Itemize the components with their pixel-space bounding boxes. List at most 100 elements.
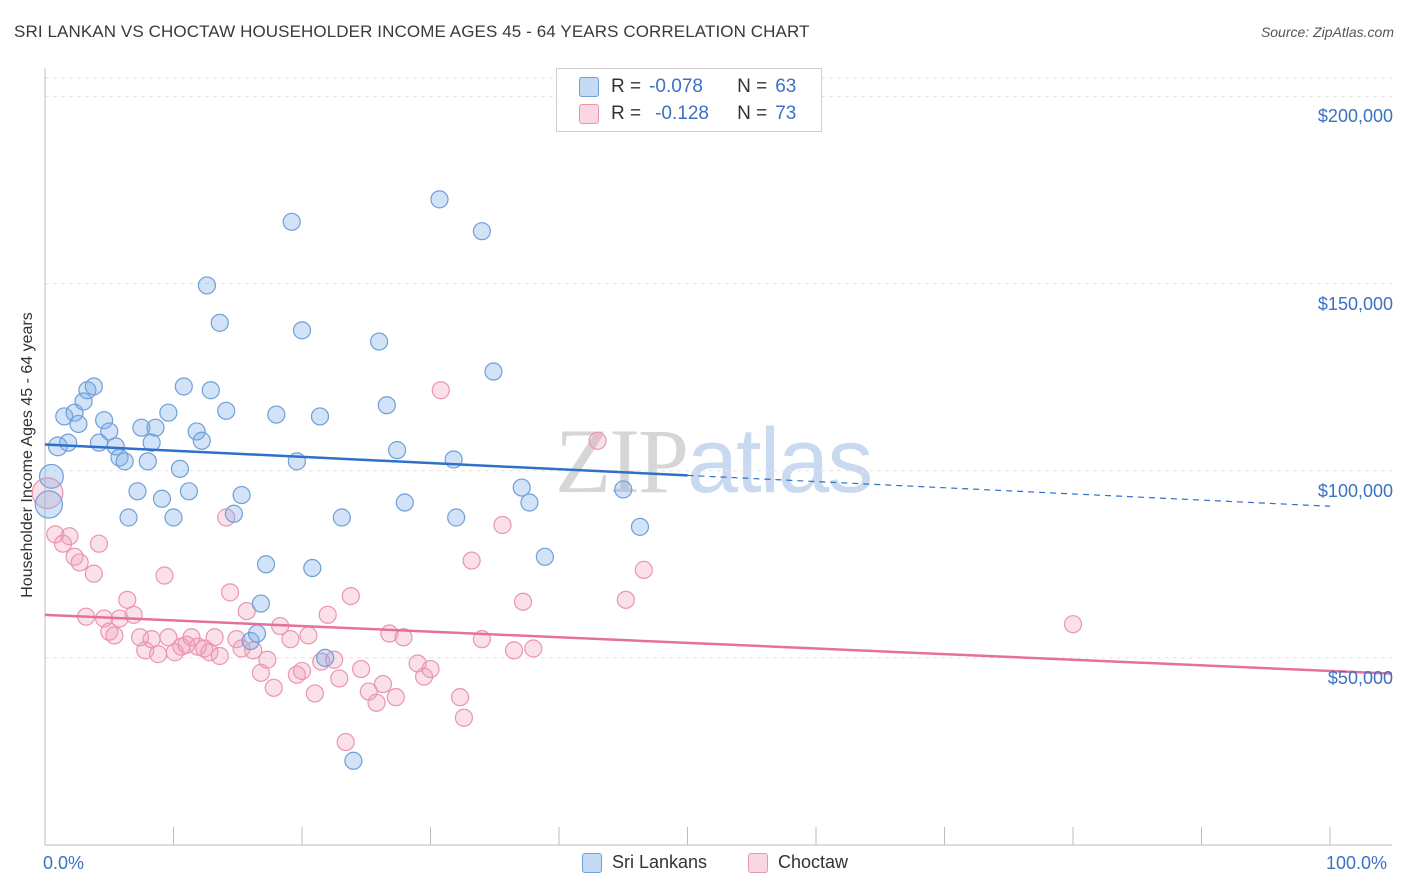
choctaw-legend-swatch — [748, 852, 768, 873]
choctaw-point — [1063, 615, 1083, 634]
choctaw-point — [462, 551, 481, 570]
sri-lankans-point — [232, 485, 251, 505]
sri-lankans-point — [535, 547, 554, 566]
n-value: 63 — [775, 76, 797, 97]
n-label: N = — [737, 76, 768, 97]
sri-lankans-point — [484, 362, 503, 381]
axes — [44, 68, 1392, 846]
choctaw-point — [616, 590, 635, 609]
choctaw-point — [237, 601, 256, 621]
choctaw-point — [258, 650, 277, 669]
choctaw-point — [60, 527, 79, 546]
sri-lankans-point — [170, 459, 190, 478]
sri-lankans-point — [430, 190, 449, 209]
watermark-zip: ZIP — [555, 410, 689, 512]
choctaw-point — [325, 650, 344, 669]
watermark: ZIPatlas — [555, 408, 873, 514]
y-tick-label: $50,000 — [1327, 667, 1393, 688]
y-tick-label: $100,000 — [1317, 480, 1393, 501]
choctaw-point — [454, 708, 474, 727]
choctaw-point — [84, 564, 103, 583]
sri-lankans-point — [512, 478, 531, 497]
choctaw-point — [431, 381, 450, 400]
sri-lankans-point — [174, 377, 193, 396]
sri-lankans-swatch — [579, 77, 599, 97]
choctaw-point — [352, 659, 371, 679]
choctaw-point — [336, 732, 355, 752]
choctaw-point — [421, 659, 440, 679]
y-tick-label: $150,000 — [1317, 293, 1393, 314]
sri-lankans-point — [197, 276, 217, 295]
choctaw-point — [450, 688, 470, 707]
legend-label: Sri Lankans — [612, 852, 708, 872]
choctaw-point — [220, 583, 240, 602]
sri-lankans-point — [119, 508, 138, 527]
sri-lankans-point — [241, 631, 260, 651]
choctaw-point — [493, 515, 512, 535]
sri-lankans-point — [256, 555, 276, 574]
choctaw-point — [65, 547, 84, 566]
chart-title: SRI LANKAN VS CHOCTAW HOUSEHOLDER INCOME… — [14, 22, 810, 41]
choctaw-point — [281, 630, 300, 649]
choctaw-point — [299, 626, 318, 645]
choctaw-point — [292, 661, 312, 681]
sri-lankans-legend-swatch — [582, 852, 602, 873]
choctaw-point — [70, 553, 89, 572]
choctaw-trend-line — [44, 613, 1393, 675]
sri-lankans-point — [614, 480, 633, 499]
choctaw-point — [182, 628, 201, 647]
sri-lankans-point — [187, 422, 206, 441]
sri-lankans-point — [192, 431, 211, 450]
sri-lankans-point — [84, 377, 103, 396]
series-legend: Sri Lankans Choctaw — [0, 852, 1406, 876]
r-label: R = — [611, 76, 642, 97]
sri-lankans-point — [630, 517, 650, 536]
sri-lankans-point — [344, 751, 363, 770]
legend-item-sri-lankans: Sri Lankans — [582, 852, 707, 873]
sri-lankans-point — [138, 452, 157, 471]
choctaw-point — [31, 477, 64, 510]
sri-lankans-point — [217, 401, 236, 420]
sri-lankans-point — [152, 489, 172, 508]
sri-lankans-point — [377, 396, 396, 415]
choctaw-point — [634, 560, 653, 580]
sri-lankans-point — [210, 313, 229, 332]
n-value: 73 — [775, 103, 797, 124]
choctaw-point — [588, 431, 607, 450]
sri-lankans-point — [332, 508, 351, 527]
sri-lankans-point — [370, 332, 389, 351]
choctaw-point — [305, 684, 324, 703]
sri-lankans-point — [69, 414, 88, 434]
sri-lankans-point — [316, 648, 335, 667]
legend-label: Choctaw — [778, 852, 849, 872]
sri-lankans-point — [251, 594, 270, 613]
sri-lankans-point — [395, 493, 414, 512]
sri-lankans-point — [472, 222, 491, 241]
stats-legend-row-sri-lankans: R = -0.078 N = 63 — [579, 75, 796, 99]
sri-lankans-point — [95, 411, 114, 430]
sri-lankans-trend-line — [44, 443, 688, 477]
r-value: -0.128 — [655, 103, 709, 124]
sri-lankans-point — [159, 403, 178, 422]
choctaw-swatch — [579, 104, 599, 124]
n-label: N = — [737, 103, 768, 124]
sri-lankans-point — [292, 321, 312, 340]
choctaw-point — [205, 628, 224, 647]
choctaw-point — [118, 590, 137, 609]
choctaw-point — [46, 525, 65, 544]
choctaw-point — [159, 628, 178, 647]
choctaw-point — [367, 693, 386, 712]
grid-lines — [45, 77, 1392, 659]
choctaw-point — [394, 628, 413, 647]
choctaw-point — [210, 646, 229, 666]
stats-legend: R = -0.078 N = 63 R = -0.128 N = 73 — [556, 68, 822, 132]
choctaw-point — [386, 688, 405, 707]
sri-lankans-point — [100, 422, 119, 441]
choctaw-point — [251, 663, 270, 682]
x-tick-label-min: 0.0% — [43, 853, 85, 873]
sri-lankans-point — [74, 392, 93, 411]
x-tick-label-max: 100.0% — [1326, 853, 1388, 873]
sri-lankans-point — [267, 405, 286, 424]
sri-lankans-point — [447, 508, 466, 527]
choctaw-point — [124, 605, 143, 624]
